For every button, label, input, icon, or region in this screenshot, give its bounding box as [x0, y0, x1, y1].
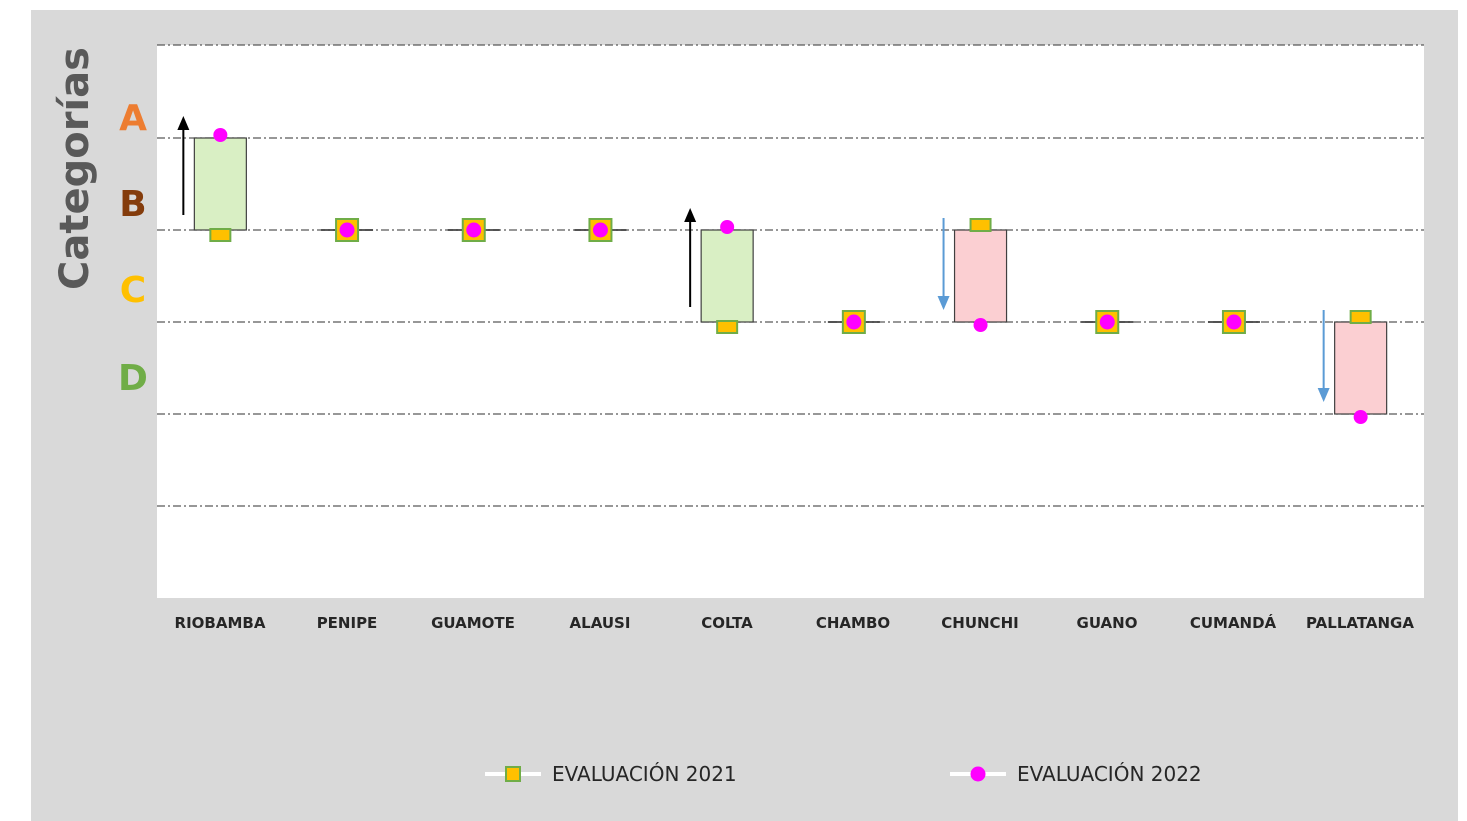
x-tick-label: ALAUSI: [569, 614, 631, 632]
x-tick-label: CHAMBO: [815, 614, 891, 632]
down-arrow-head: [937, 296, 950, 310]
x-tick-label: PALLATANGA: [1306, 614, 1414, 632]
legend-marker-2022: [970, 766, 986, 782]
y-axis-label: Categorías: [52, 47, 98, 290]
marker-2022: [1099, 314, 1115, 330]
x-tick-label: CUMANDÁ: [1189, 614, 1277, 632]
x-tick-label: GUANO: [1076, 614, 1138, 632]
x-tick-label: COLTA: [701, 614, 753, 632]
marker-2022: [1226, 314, 1242, 330]
marker-2021: [209, 228, 232, 242]
category-label-b: B: [119, 184, 147, 225]
x-tick-label: CHUNCHI: [941, 614, 1019, 632]
x-tick-label: GUAMOTE: [431, 614, 515, 632]
marker-2022: [973, 318, 988, 332]
marker-2022: [466, 222, 482, 238]
marker-2022: [213, 128, 228, 142]
marker-2022: [592, 222, 608, 238]
down-arrow-head: [1317, 388, 1330, 402]
marker-2022: [846, 314, 862, 330]
marker-2021: [716, 320, 739, 334]
category-label-d: D: [118, 358, 148, 399]
change-box: [700, 229, 754, 323]
change-box: [953, 229, 1008, 323]
marker-2021: [1349, 310, 1372, 324]
legend-marker-2021: [505, 766, 521, 782]
legend-label-2022: EVALUACIÓN 2022: [1017, 762, 1202, 786]
category-label-a: A: [119, 98, 147, 139]
x-tick-label: RIOBAMBA: [174, 614, 266, 632]
up-arrow-head: [177, 116, 190, 130]
up-arrow-head: [684, 208, 697, 222]
marker-2022: [1353, 410, 1368, 424]
legend-label-2021: EVALUACIÓN 2021: [552, 762, 737, 786]
x-tick-label: PENIPE: [316, 614, 378, 632]
category-label-c: C: [119, 270, 147, 311]
marker-2021: [969, 218, 992, 232]
marker-2022: [720, 220, 735, 234]
marker-2022: [339, 222, 355, 238]
change-box: [193, 137, 247, 231]
change-box: [1334, 321, 1388, 415]
